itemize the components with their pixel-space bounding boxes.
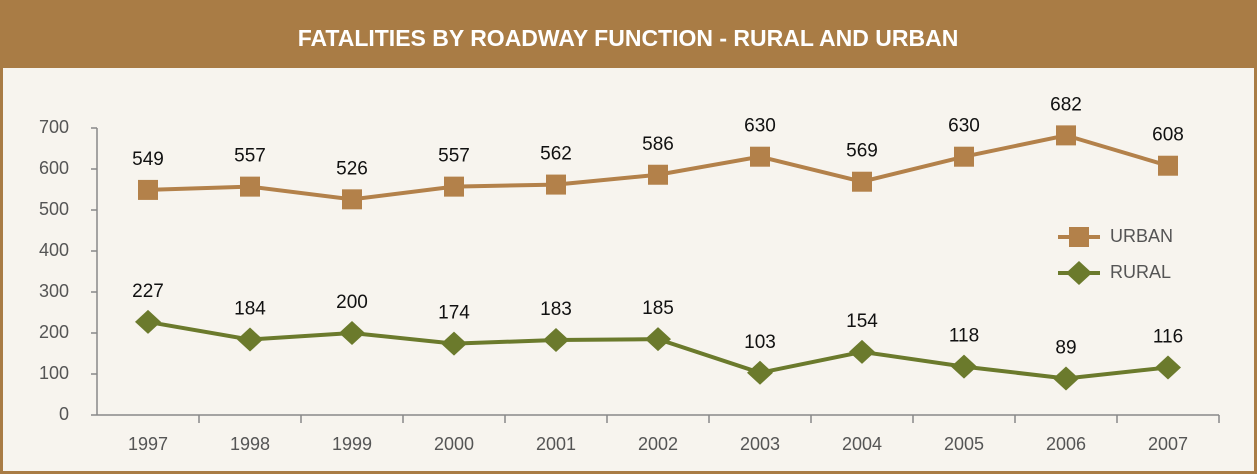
x-tick-label: 2005 (944, 434, 984, 454)
y-tick-label: 300 (39, 281, 69, 301)
x-tick-label: 2003 (740, 434, 780, 454)
data-label: 557 (438, 146, 470, 167)
y-tick-label: 400 (39, 240, 69, 260)
data-point (750, 146, 770, 167)
data-label: 89 (1055, 338, 1076, 359)
chart-title: FATALITIES BY ROADWAY FUNCTION - RURAL A… (298, 25, 959, 51)
x-tick-label: 1998 (230, 434, 270, 454)
data-label: 630 (744, 116, 776, 137)
legend-marker (1066, 261, 1092, 285)
y-tick-label: 100 (39, 363, 69, 383)
data-label: 227 (132, 281, 164, 302)
y-tick-label: 200 (39, 322, 69, 342)
data-point (1155, 355, 1181, 380)
data-point (954, 146, 974, 167)
data-point (138, 179, 158, 200)
y-tick-label: 0 (59, 404, 69, 424)
data-label: 562 (540, 144, 572, 165)
data-point (441, 331, 467, 356)
data-label: 200 (336, 292, 368, 313)
x-tick-label: 2004 (842, 434, 882, 454)
x-tick-label: 2006 (1046, 434, 1086, 454)
data-label: 116 (1153, 326, 1183, 347)
data-point (237, 327, 263, 352)
x-tick-label: 2002 (638, 434, 678, 454)
y-tick-label: 500 (39, 199, 69, 219)
data-point (339, 321, 365, 345)
x-tick-label: 1999 (332, 434, 372, 454)
data-label: 183 (540, 299, 572, 320)
data-label: 557 (234, 146, 266, 167)
data-label: 185 (642, 298, 674, 319)
data-label: 526 (336, 158, 368, 179)
data-point (1158, 155, 1178, 176)
y-tick-label: 600 (39, 158, 69, 178)
data-point (852, 171, 872, 192)
legend-label: RURAL (1110, 262, 1171, 282)
data-point (951, 354, 977, 379)
data-point (1053, 366, 1079, 391)
x-tick-label: 2007 (1148, 434, 1188, 454)
data-point (1056, 125, 1076, 146)
data-point (240, 176, 260, 197)
header-bar (0, 0, 1257, 68)
data-label: 682 (1050, 94, 1082, 115)
data-label: 630 (948, 116, 980, 137)
data-point (543, 327, 569, 352)
data-point (747, 360, 773, 385)
data-label: 586 (642, 134, 674, 155)
data-label: 184 (234, 299, 266, 320)
data-label: 174 (438, 303, 470, 324)
data-point (342, 189, 362, 210)
x-tick-label: 2000 (434, 434, 474, 454)
y-tick-label: 700 (39, 117, 69, 137)
data-label: 103 (744, 332, 776, 353)
data-label: 608 (1152, 125, 1184, 146)
data-label: 118 (949, 326, 979, 347)
data-point (546, 174, 566, 195)
data-point (648, 164, 668, 185)
data-point (645, 327, 671, 352)
data-point (135, 309, 161, 334)
x-tick-label: 2001 (536, 434, 576, 454)
data-point (849, 339, 875, 364)
data-label: 154 (846, 311, 878, 332)
legend-label: URBAN (1110, 226, 1173, 246)
data-point (444, 176, 464, 197)
legend-marker (1069, 227, 1089, 247)
data-label: 569 (846, 141, 878, 162)
x-tick-label: 1997 (128, 434, 168, 454)
data-label: 549 (132, 149, 164, 170)
